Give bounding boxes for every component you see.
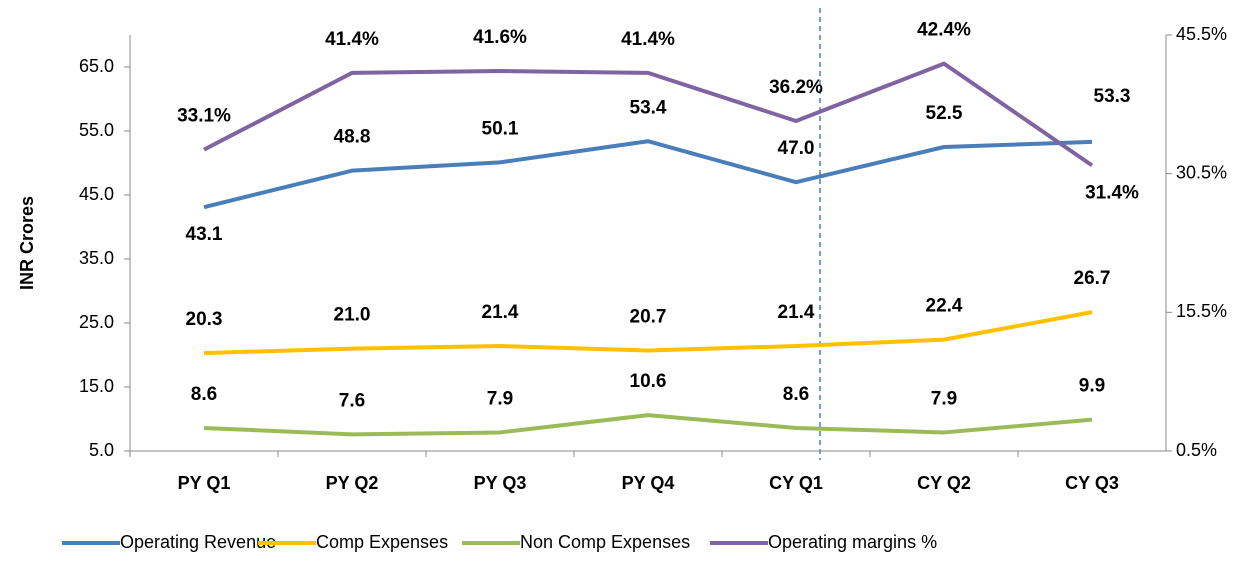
- data-label: 52.5: [926, 103, 963, 124]
- x-tick-label: PY Q4: [622, 473, 675, 493]
- data-label: 20.3: [186, 309, 223, 330]
- legend-label: Operating Revenue: [120, 532, 276, 552]
- data-label: 41.4%: [621, 29, 675, 50]
- y2-tick-label: 30.5%: [1176, 162, 1227, 182]
- data-label: 41.6%: [473, 27, 527, 48]
- x-tick-label: PY Q3: [474, 473, 527, 493]
- y2-tick-label: 0.5%: [1176, 440, 1217, 460]
- y-axis-title: INR Crores: [17, 196, 37, 290]
- legend-label: Operating margins %: [768, 532, 937, 552]
- data-label: 26.7: [1074, 268, 1111, 289]
- data-label: 53.4: [630, 97, 667, 118]
- y-tick-label: 25.0: [79, 312, 114, 332]
- data-label: 7.6: [339, 390, 365, 411]
- data-label: 8.6: [783, 384, 809, 405]
- data-label: 53.3: [1094, 86, 1131, 107]
- data-label: 50.1: [482, 118, 519, 139]
- data-label: 48.8: [334, 127, 371, 148]
- legend-label: Non Comp Expenses: [520, 532, 690, 552]
- data-label: 10.6: [630, 371, 667, 392]
- series-line: [203, 310, 1093, 356]
- data-label: 41.4%: [325, 29, 379, 50]
- series-line: [203, 61, 1094, 167]
- x-tick-label: PY Q1: [178, 473, 231, 493]
- data-label: 7.9: [487, 388, 513, 409]
- y-tick-label: 35.0: [79, 248, 114, 268]
- data-label: 8.6: [191, 384, 217, 405]
- series-line: [203, 139, 1093, 210]
- series-line: [203, 413, 1093, 437]
- data-label: 7.9: [931, 388, 957, 409]
- x-tick-label: CY Q2: [917, 473, 971, 493]
- data-label: 33.1%: [177, 106, 231, 127]
- y-tick-label: 5.0: [89, 440, 114, 460]
- data-label: 20.7: [630, 307, 667, 328]
- x-tick-label: CY Q3: [1065, 473, 1119, 493]
- data-label: 21.4: [482, 302, 519, 323]
- y2-tick-label: 15.5%: [1176, 301, 1227, 321]
- data-label: 36.2%: [769, 77, 823, 98]
- data-label: 9.9: [1079, 376, 1105, 397]
- data-label: 47.0: [778, 138, 815, 159]
- data-label: 21.0: [334, 305, 371, 326]
- y-tick-label: 55.0: [79, 120, 114, 140]
- y-tick-label: 45.0: [79, 184, 114, 204]
- data-label: 42.4%: [917, 20, 971, 41]
- data-label: 31.4%: [1085, 182, 1139, 203]
- x-tick-label: PY Q2: [326, 473, 379, 493]
- y2-tick-label: 45.5%: [1176, 24, 1227, 44]
- data-label: 43.1: [186, 224, 223, 245]
- x-tick-label: CY Q1: [769, 473, 823, 493]
- data-label: 21.4: [778, 302, 815, 323]
- y-tick-label: 65.0: [79, 56, 114, 76]
- legend-label: Comp Expenses: [316, 532, 448, 552]
- data-label: 22.4: [926, 296, 963, 317]
- y-tick-label: 15.0: [79, 376, 114, 396]
